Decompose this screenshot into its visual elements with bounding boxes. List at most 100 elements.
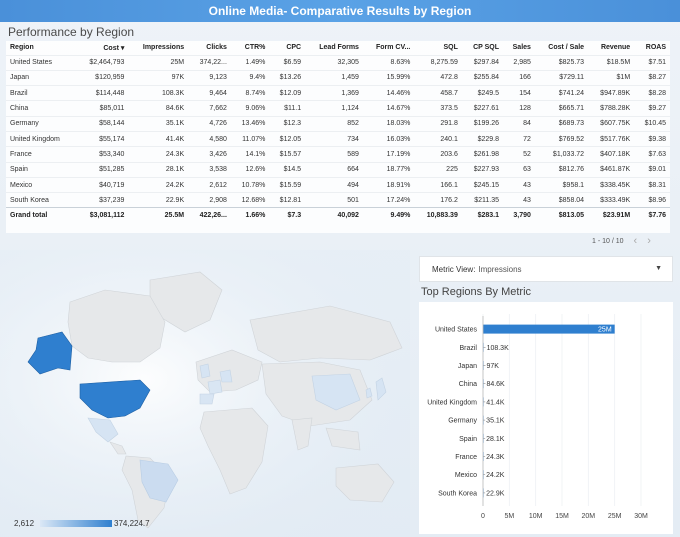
table-cell: 84 <box>503 115 535 132</box>
table-cell: United States <box>6 54 77 71</box>
table-cell: 14.1% <box>230 146 270 163</box>
table-cell: 13.46% <box>230 115 270 132</box>
table-cell: $517.76K <box>588 130 635 147</box>
x-tick-label: 0 <box>481 513 485 520</box>
bar[interactable] <box>483 324 615 334</box>
data-label: 41.4K <box>486 399 505 406</box>
table-cell: 72 <box>503 130 535 147</box>
table-row[interactable]: South Korea $37,239 22.9K 2,908 12.68% $12.81… <box>6 192 670 208</box>
column-header[interactable]: Sales <box>512 44 531 52</box>
region-canada <box>67 289 166 363</box>
metric-view-label: Metric View: <box>432 264 476 274</box>
column-header[interactable]: Clicks <box>206 44 227 52</box>
table-cell: 10.78% <box>230 176 270 193</box>
table-cell: 22.9K <box>128 192 189 208</box>
table-cell: 166.1 <box>414 176 462 193</box>
table-cell: South Korea <box>6 192 77 208</box>
table-cell: $12.81 <box>269 192 306 208</box>
column-header[interactable]: Impressions <box>142 44 185 52</box>
dashboard-title: Online Media- Comparative Results by Reg… <box>208 4 472 18</box>
region-germany <box>219 369 233 383</box>
metric-view-dropdown[interactable]: Metric View: Impressions ▼ <box>419 256 673 282</box>
table-row[interactable]: United Kingdom $55,174 41.4K 4,580 11.07% $12… <box>6 130 670 147</box>
table-cell: 128 <box>503 100 535 117</box>
table-cell: 84.6K <box>128 100 189 117</box>
table-cell: 240.1 <box>414 130 462 147</box>
column-header[interactable]: Cost ▾ <box>103 44 125 52</box>
table-cell: 18.77% <box>362 161 415 178</box>
table-cell: $9.01 <box>634 161 670 178</box>
column-header[interactable]: CP SQL <box>473 44 500 52</box>
category-label: Mexico <box>455 472 477 479</box>
table-cell: 9,464 <box>188 85 231 101</box>
table-cell: 1,459 <box>305 69 363 86</box>
table-cell: 16.03% <box>362 130 415 147</box>
chevron-right-icon[interactable]: › <box>647 235 651 247</box>
performance-title: Performance by Region <box>8 25 135 39</box>
table-cell: Japan <box>6 69 77 86</box>
top-regions-title: Top Regions By Metric <box>421 286 532 298</box>
x-tick-label: 5M <box>504 513 514 520</box>
table-cell: $14.5 <box>269 161 306 178</box>
column-header[interactable]: Revenue <box>600 44 631 52</box>
table-cell: $12.05 <box>269 130 306 147</box>
table-row[interactable]: France $53,340 24.3K 3,426 14.1% $15.57 589 17.… <box>6 146 670 163</box>
table-cell: 28.1K <box>128 161 189 178</box>
table-cell: 11.07% <box>230 130 270 147</box>
total-cell: $7.76 <box>634 207 670 224</box>
table-row[interactable]: Brazil $114,448 108.3K 9,464 8.74% $12.09 1,36… <box>6 85 670 101</box>
chevron-left-icon[interactable]: ‹ <box>633 235 638 247</box>
column-header[interactable]: Form CV... <box>375 44 411 52</box>
table-row[interactable]: Japan $120,959 97K 9,123 9.4% $13.26 1,459 15.9… <box>6 69 670 86</box>
data-label: 28.1K <box>486 436 505 443</box>
table-cell: $15.57 <box>269 146 306 163</box>
column-header[interactable]: ROAS <box>645 44 666 52</box>
table-cell: 24.3K <box>128 146 189 163</box>
table-cell: $15.59 <box>269 176 306 193</box>
metric-view-value: Impressions <box>478 264 522 274</box>
table-cell: France <box>6 146 77 163</box>
column-header[interactable]: Region <box>10 44 34 52</box>
column-header[interactable]: SQL <box>443 44 458 52</box>
table-row[interactable]: China $85,011 84.6K 7,662 9.06% $11.1 1,124 14.… <box>6 100 670 117</box>
table-cell: 458.7 <box>414 85 462 101</box>
table-cell: $8.96 <box>634 192 670 208</box>
data-label: 24.2K <box>486 472 505 479</box>
table-cell: 9.4% <box>230 69 270 86</box>
table-cell: United Kingdom <box>6 130 77 147</box>
table-cell: Brazil <box>6 85 77 101</box>
total-cell: 9.49% <box>362 207 415 224</box>
table-row[interactable]: United States $2,464,793 25M 374,22... 1.49%… <box>6 54 670 71</box>
pager-range: 1 - 10 / 10 <box>592 237 624 245</box>
table-cell: 852 <box>305 115 363 132</box>
table-cell: $12.3 <box>269 115 306 132</box>
table-cell: $769.52 <box>534 130 589 147</box>
table-cell: 154 <box>503 85 535 101</box>
category-label: France <box>455 454 477 461</box>
table-row[interactable]: Germany $58,144 35.1K 4,726 13.46% $12.3 852 18… <box>6 115 670 132</box>
table-cell: $6.59 <box>269 54 306 71</box>
table-cell: $229.8 <box>461 130 504 147</box>
table-cell: 32,305 <box>305 54 363 71</box>
legend-min: 2,612 <box>14 519 35 528</box>
region-alaska <box>27 331 73 375</box>
table-cell: 3,426 <box>188 146 231 163</box>
table-row[interactable]: Spain $51,285 28.1K 3,538 12.6% $14.5 664 18.77… <box>6 161 670 178</box>
column-header[interactable]: CPC <box>286 44 302 52</box>
table-row[interactable]: Mexico $40,719 24.2K 2,612 10.78% $15.59 494 18… <box>6 176 670 193</box>
column-header[interactable]: Cost / Sale <box>548 44 585 52</box>
table-cell: $18.5M <box>588 54 635 71</box>
table-cell: $333.49K <box>588 192 635 208</box>
table-cell: 734 <box>305 130 363 147</box>
world-map[interactable] <box>0 250 410 537</box>
column-header[interactable]: Lead Forms <box>319 44 359 52</box>
table-cell: 1,369 <box>305 85 363 101</box>
category-label: Spain <box>459 436 477 443</box>
total-cell: 3,790 <box>503 207 535 224</box>
data-label: 35.1K <box>486 418 505 425</box>
total-cell: $23.91M <box>588 207 635 224</box>
table-cell: 17.19% <box>362 146 415 163</box>
column-header[interactable]: CTR% <box>244 44 266 52</box>
table-cell: $947.89K <box>588 85 635 101</box>
x-tick-label: 25M <box>608 513 622 520</box>
